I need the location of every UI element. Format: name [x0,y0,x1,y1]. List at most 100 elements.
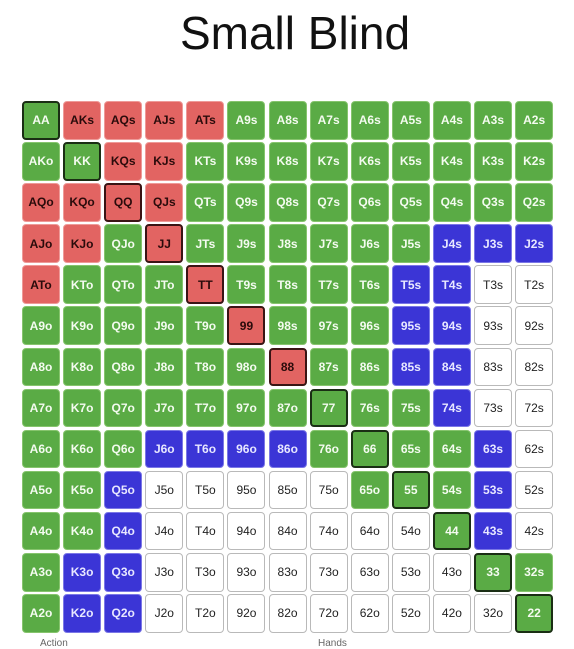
hand-cell-a9o[interactable]: A9o [22,306,60,345]
hand-cell-42s[interactable]: 42s [515,511,554,551]
hand-cell-t7s[interactable]: T7s [309,265,348,304]
hand-cell-k3o[interactable]: K3o [63,553,102,592]
hand-cell-63o[interactable]: 63o [350,553,389,592]
hand-cell-k8o[interactable]: K8o [63,347,102,387]
hand-cell-q3s[interactable]: Q3s [474,183,513,222]
hand-cell-86s[interactable]: 86s [350,347,389,387]
hand-cell-j5s[interactable]: J5s [391,224,430,263]
hand-cell-85o[interactable]: 85o [268,470,307,510]
hand-cell-43s[interactable]: 43s [474,511,513,551]
hand-cell-k9o[interactable]: K9o [63,306,102,345]
hand-cell-q5o[interactable]: Q5o [104,470,143,510]
hand-cell-77[interactable]: 77 [309,388,348,428]
hand-cell-t5o[interactable]: T5o [186,470,225,510]
hand-cell-ako[interactable]: AKo [22,142,60,181]
hand-cell-73o[interactable]: 73o [309,553,348,592]
hand-cell-kjo[interactable]: KJo [63,224,102,263]
hand-cell-75o[interactable]: 75o [309,470,348,510]
hand-cell-53s[interactable]: 53s [474,470,513,510]
hand-cell-k8s[interactable]: K8s [268,142,307,181]
hand-cell-t5s[interactable]: T5s [391,265,430,304]
hand-cell-96o[interactable]: 96o [227,429,266,469]
hand-cell-65s[interactable]: 65s [391,429,430,469]
hand-cell-q9o[interactable]: Q9o [104,306,143,345]
hand-cell-t6o[interactable]: T6o [186,429,225,469]
hand-cell-kqs[interactable]: KQs [104,142,143,181]
hand-cell-j7s[interactable]: J7s [309,224,348,263]
hand-cell-aa[interactable]: AA [22,101,60,140]
hand-cell-85s[interactable]: 85s [391,347,430,387]
hand-cell-a7o[interactable]: A7o [22,388,60,428]
hand-cell-t8s[interactable]: T8s [268,265,307,304]
hand-cell-tt[interactable]: TT [186,265,225,304]
hand-cell-44[interactable]: 44 [432,511,471,551]
hand-cell-k2o[interactable]: K2o [63,594,102,633]
hand-cell-82o[interactable]: 82o [268,594,307,633]
hand-cell-43o[interactable]: 43o [432,553,471,592]
hand-cell-j4s[interactable]: J4s [432,224,471,263]
hand-cell-k4o[interactable]: K4o [63,511,102,551]
hand-cell-j6s[interactable]: J6s [350,224,389,263]
hand-cell-62s[interactable]: 62s [515,429,554,469]
hand-cell-t4s[interactable]: T4s [432,265,471,304]
hand-cell-73s[interactable]: 73s [474,388,513,428]
hand-cell-64s[interactable]: 64s [432,429,471,469]
hand-cell-jts[interactable]: JTs [186,224,225,263]
hand-cell-76s[interactable]: 76s [350,388,389,428]
hand-cell-ajs[interactable]: AJs [145,101,184,140]
hand-cell-74s[interactable]: 74s [432,388,471,428]
hand-cell-72o[interactable]: 72o [309,594,348,633]
hand-cell-97s[interactable]: 97s [309,306,348,345]
hand-cell-t2s[interactable]: T2s [515,265,554,304]
hand-cell-99[interactable]: 99 [227,306,266,345]
hand-cell-q6s[interactable]: Q6s [350,183,389,222]
hand-cell-65o[interactable]: 65o [350,470,389,510]
hand-cell-kjs[interactable]: KJs [145,142,184,181]
hand-cell-j3s[interactable]: J3s [474,224,513,263]
hand-cell-a5o[interactable]: A5o [22,470,60,510]
hand-cell-86o[interactable]: 86o [268,429,307,469]
hand-cell-84s[interactable]: 84s [432,347,471,387]
hand-cell-k2s[interactable]: K2s [515,142,554,181]
hand-cell-aqs[interactable]: AQs [104,101,143,140]
hand-cell-22[interactable]: 22 [515,594,554,633]
hand-cell-a6s[interactable]: A6s [350,101,389,140]
hand-cell-32s[interactable]: 32s [515,553,554,592]
hand-cell-55[interactable]: 55 [391,470,430,510]
hand-cell-a4o[interactable]: A4o [22,511,60,551]
hand-cell-84o[interactable]: 84o [268,511,307,551]
hand-cell-t2o[interactable]: T2o [186,594,225,633]
hand-cell-a5s[interactable]: A5s [391,101,430,140]
hand-cell-k6o[interactable]: K6o [63,429,102,469]
hand-cell-j9s[interactable]: J9s [227,224,266,263]
hand-cell-kk[interactable]: KK [63,142,102,181]
hand-cell-87s[interactable]: 87s [309,347,348,387]
hand-cell-92s[interactable]: 92s [515,306,554,345]
hand-cell-52s[interactable]: 52s [515,470,554,510]
hand-cell-j2s[interactable]: J2s [515,224,554,263]
hand-cell-62o[interactable]: 62o [350,594,389,633]
hand-cell-j4o[interactable]: J4o [145,511,184,551]
hand-cell-a3s[interactable]: A3s [474,101,513,140]
hand-cell-t8o[interactable]: T8o [186,347,225,387]
hand-cell-k5s[interactable]: K5s [391,142,430,181]
hand-cell-qq[interactable]: QQ [104,183,143,222]
hand-cell-75s[interactable]: 75s [391,388,430,428]
hand-cell-q4s[interactable]: Q4s [432,183,471,222]
hand-cell-qto[interactable]: QTo [104,265,143,304]
hand-cell-33[interactable]: 33 [474,553,513,592]
hand-cell-j6o[interactable]: J6o [145,429,184,469]
hand-cell-j3o[interactable]: J3o [145,553,184,592]
hand-cell-aqo[interactable]: AQo [22,183,60,222]
hand-cell-kts[interactable]: KTs [186,142,225,181]
hand-cell-q2o[interactable]: Q2o [104,594,143,633]
hand-cell-97o[interactable]: 97o [227,388,266,428]
hand-cell-k9s[interactable]: K9s [227,142,266,181]
hand-cell-q6o[interactable]: Q6o [104,429,143,469]
hand-cell-j5o[interactable]: J5o [145,470,184,510]
hand-cell-q9s[interactable]: Q9s [227,183,266,222]
hand-cell-ajo[interactable]: AJo [22,224,60,263]
hand-cell-j2o[interactable]: J2o [145,594,184,633]
hand-cell-72s[interactable]: 72s [515,388,554,428]
hand-cell-k4s[interactable]: K4s [432,142,471,181]
